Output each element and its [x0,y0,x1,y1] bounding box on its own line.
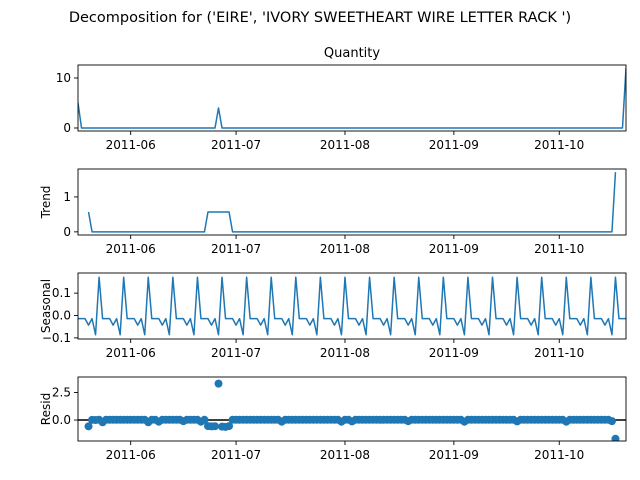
y-tick-label: 0 [63,121,71,135]
x-tick-label: 2011-06 [106,242,156,256]
series-line [78,67,626,129]
y-tick-label: 0.0 [52,413,71,427]
x-tick-label: 2011-06 [106,346,156,360]
x-tick-label: 2011-10 [534,448,584,462]
panel-title: Quantity [324,46,380,61]
y-tick-label: 0.1 [52,286,71,300]
x-tick-label: 2011-09 [429,138,479,152]
x-tick-label: 2011-06 [106,448,156,462]
y-axis-label: Seasonal [39,279,53,333]
axes-frame [77,168,627,236]
series-line [87,172,617,233]
x-tick-label: 2011-08 [320,448,370,462]
resid-point [214,379,223,388]
x-tick-label: 2011-07 [211,138,261,152]
x-tick-label: 2011-09 [429,448,479,462]
x-tick-label: 2011-08 [320,242,370,256]
axes-frame [77,272,627,340]
y-tick-label: 0 [63,225,71,239]
resid-point [607,417,616,426]
panel-seasonal: Seasonal−0.1 0.0 0.1 2011-06 2011-07 2011-08 2… [39,272,627,360]
resid-point [611,434,620,441]
x-tick-label: 2011-07 [211,448,261,462]
x-tick-label: 2011-07 [211,346,261,360]
resid-point [84,422,93,431]
figure-suptitle: Decomposition for ('EIRE', 'IVORY SWEETH… [69,10,571,26]
x-tick-label: 2011-06 [106,138,156,152]
resid-point [200,415,209,424]
x-tick-label: 2011-10 [534,138,584,152]
y-tick-label: 10 [56,71,71,85]
y-tick-label: 2.5 [52,385,71,399]
y-axis-label: Resid [39,393,53,425]
axes-frame [77,64,627,132]
y-tick-label: 1 [63,190,71,204]
x-tick-label: 2011-08 [320,346,370,360]
panel-trend: Trend 0 1 2011-06 2011-07 2011-08 2011-09 2011-… [39,168,627,256]
plot-area [78,379,626,441]
series-line [78,276,626,336]
plot-area [78,276,626,336]
y-axis-label: Trend [39,186,53,220]
y-tick-label: 0.0 [52,309,71,323]
x-tick-label: 2011-10 [534,242,584,256]
resid-point [225,422,234,431]
panel-observed: Quantity 0 10 2011-06 2011-07 2011-08 2011-09 2… [56,46,627,152]
x-tick-label: 2011-09 [429,242,479,256]
plot-area [78,67,626,129]
plot-area [87,172,617,233]
x-tick-label: 2011-10 [534,346,584,360]
x-tick-label: 2011-07 [211,242,261,256]
x-tick-label: 2011-08 [320,138,370,152]
axes-frame [77,376,627,442]
x-tick-label: 2011-09 [429,346,479,360]
y-tick-label: −0.1 [42,331,71,345]
resid-point [211,422,219,431]
